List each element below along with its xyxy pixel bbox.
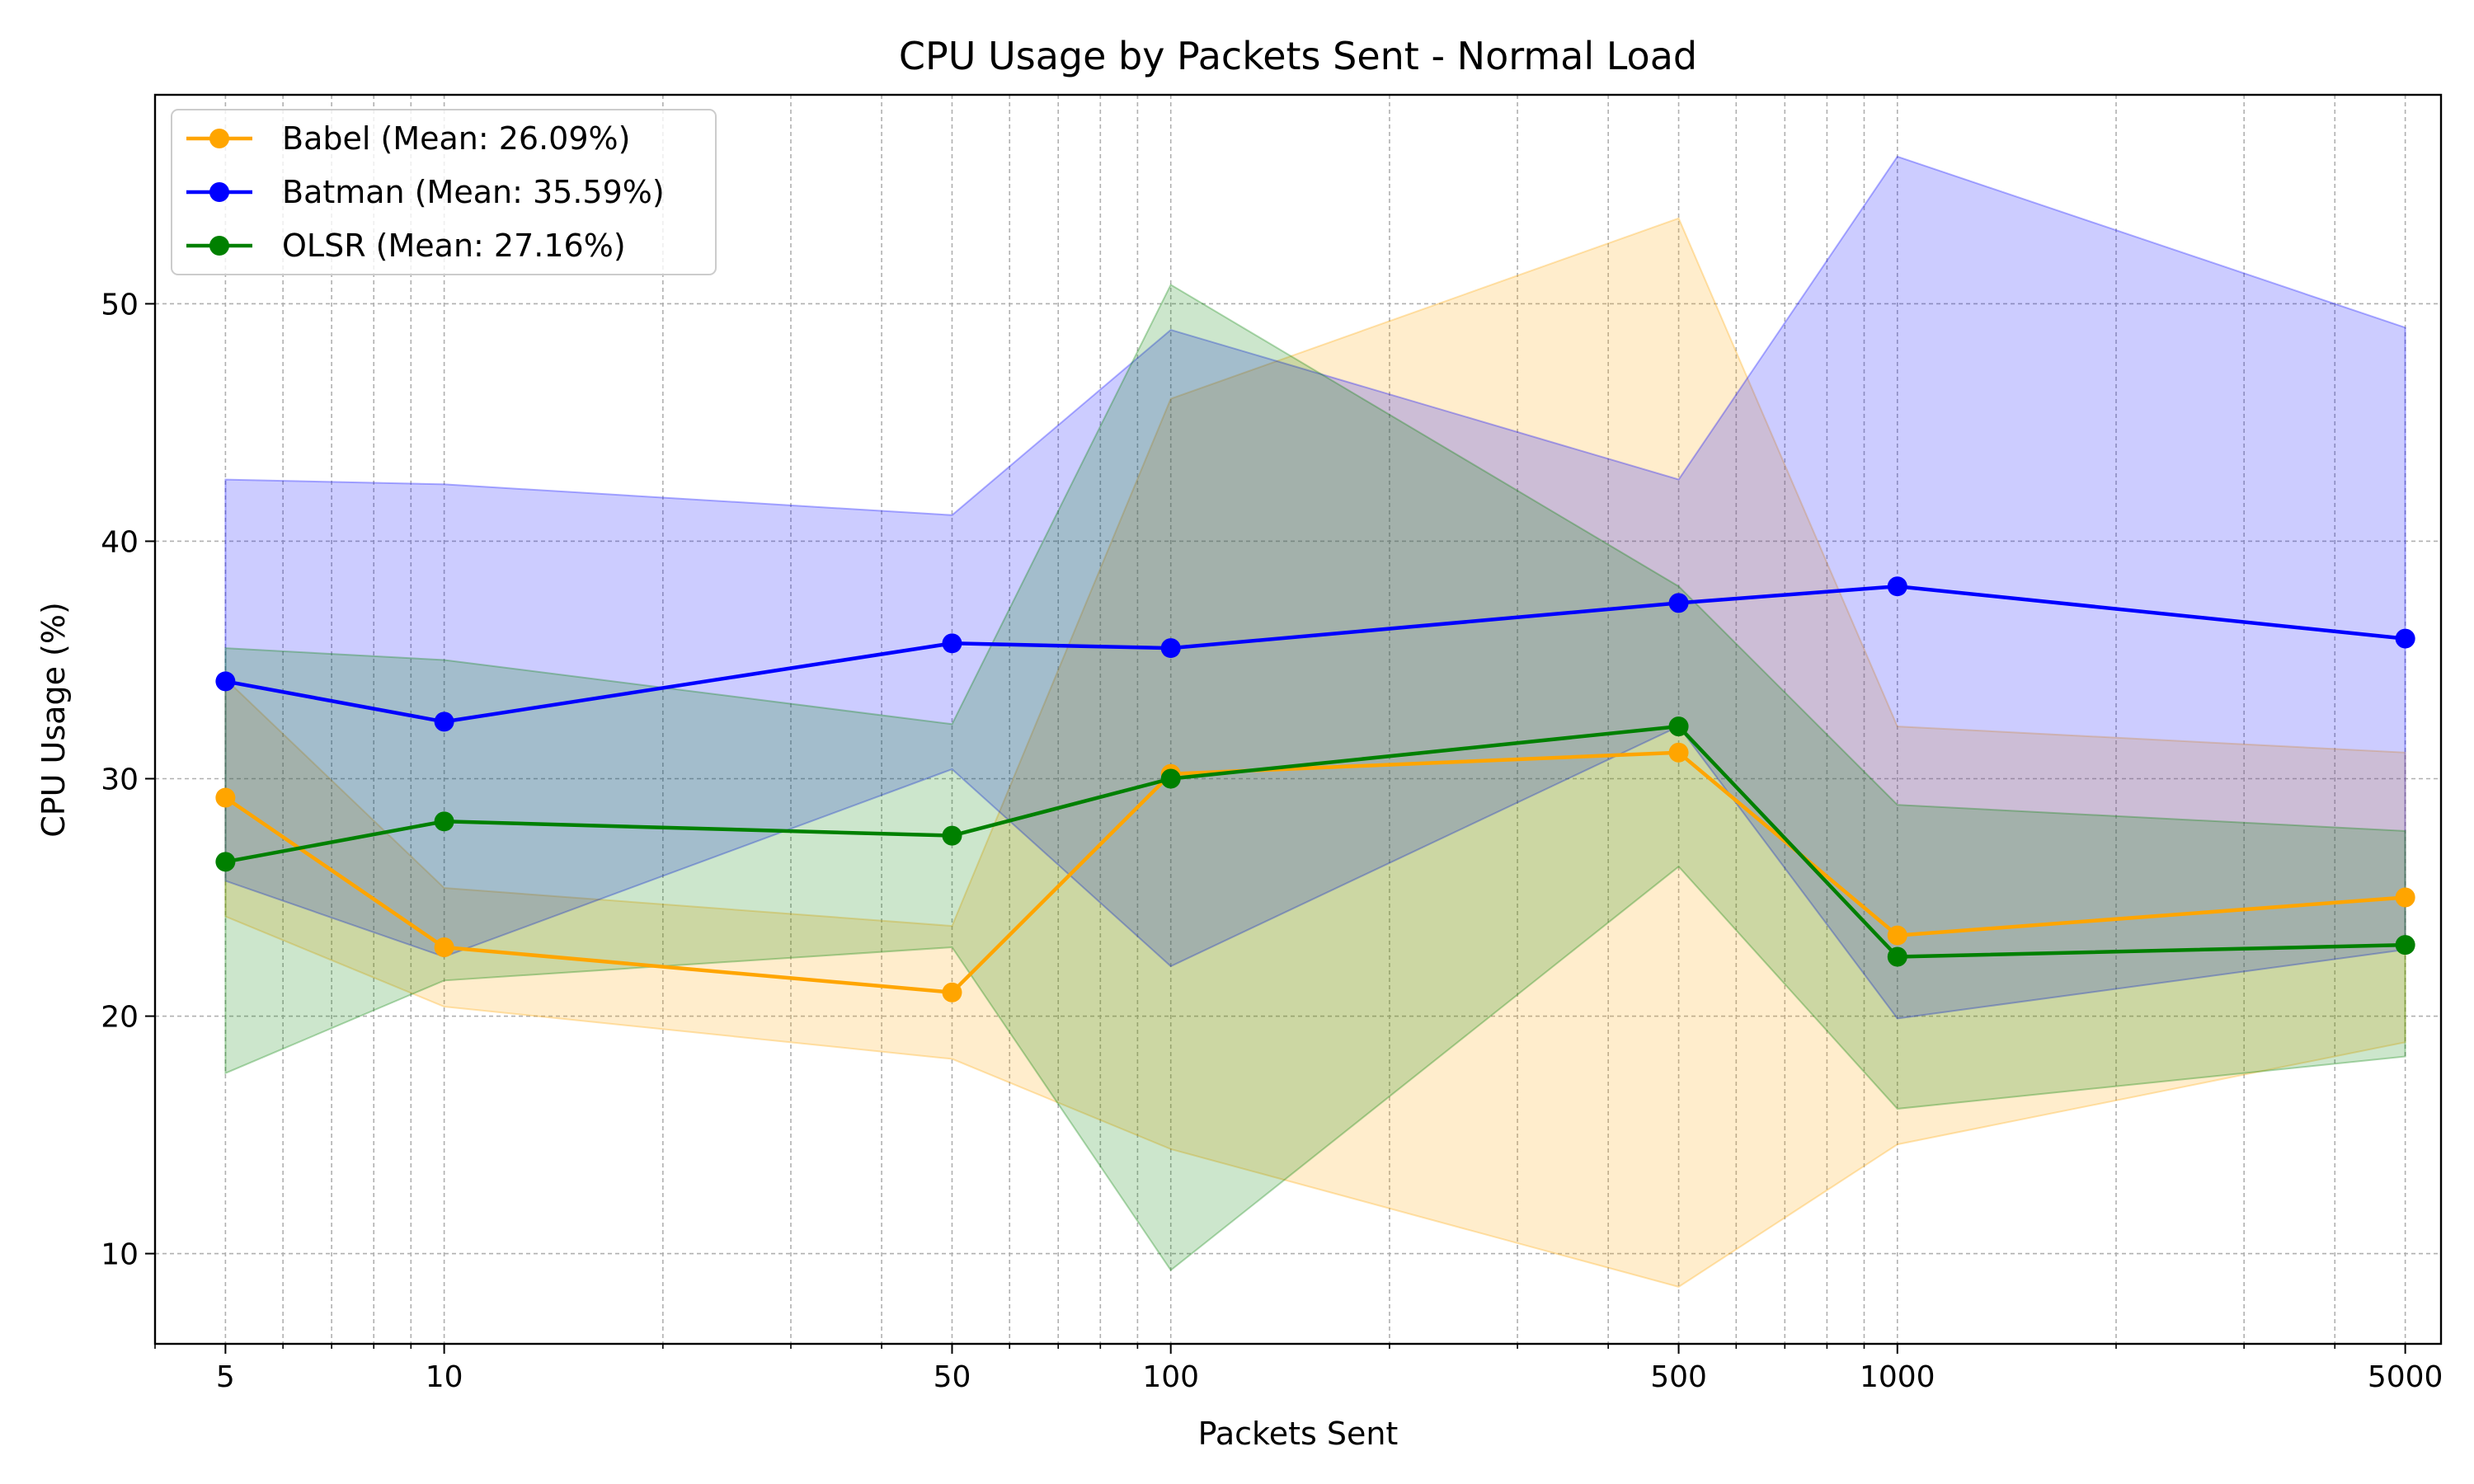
y-tick-label: 40 bbox=[101, 525, 139, 559]
y-tick-label: 30 bbox=[101, 763, 139, 797]
point-babel bbox=[434, 937, 454, 958]
point-babel bbox=[2395, 887, 2415, 908]
point-batman bbox=[215, 671, 236, 692]
legend-label-batman: Batman (Mean: 35.59%) bbox=[282, 174, 665, 210]
chart-title: CPU Usage by Packets Sent - Normal Load bbox=[899, 34, 1697, 78]
legend-marker-batman bbox=[209, 182, 229, 202]
series-lines bbox=[215, 576, 2415, 1003]
legend-label-babel: Babel (Mean: 26.09%) bbox=[282, 120, 630, 157]
x-axis-label: Packets Sent bbox=[1198, 1416, 1399, 1452]
x-tick-label: 10 bbox=[426, 1360, 463, 1394]
axis-ticks: 10 20 30 40 50 5 10 50 100 500 1000 5000 bbox=[101, 288, 2443, 1394]
legend: Babel (Mean: 26.09%) Batman (Mean: 35.59%… bbox=[171, 109, 717, 275]
legend-marker-babel bbox=[209, 129, 229, 148]
x-tick-label: 100 bbox=[1142, 1360, 1199, 1394]
point-babel bbox=[1668, 742, 1689, 763]
band-babel bbox=[224, 217, 2406, 1288]
point-batman bbox=[1160, 638, 1181, 659]
x-tick-label: 1000 bbox=[1860, 1360, 1935, 1394]
confidence-bands bbox=[224, 155, 2406, 1288]
point-batman bbox=[434, 711, 454, 732]
point-batman bbox=[2395, 628, 2415, 649]
point-batman bbox=[942, 633, 962, 654]
point-batman bbox=[1668, 593, 1689, 613]
point-babel bbox=[1887, 925, 1907, 946]
point-olsr bbox=[2395, 935, 2415, 956]
legend-label-olsr: OLSR (Mean: 27.16%) bbox=[282, 228, 626, 264]
legend-marker-olsr bbox=[209, 236, 229, 256]
legend-box bbox=[171, 109, 717, 275]
point-olsr bbox=[1160, 768, 1181, 789]
y-tick-label: 10 bbox=[101, 1238, 139, 1272]
y-tick-label: 20 bbox=[101, 1001, 139, 1035]
y-axis-label: CPU Usage (%) bbox=[35, 602, 72, 838]
x-tick-label: 50 bbox=[934, 1360, 971, 1394]
point-babel bbox=[215, 787, 236, 808]
grid bbox=[154, 95, 2441, 1344]
point-olsr bbox=[1668, 716, 1689, 737]
plot-frame bbox=[153, 93, 2443, 1345]
point-olsr bbox=[434, 811, 454, 832]
point-olsr bbox=[1887, 946, 1907, 967]
y-tick-label: 50 bbox=[101, 288, 139, 322]
x-tick-label: 500 bbox=[1650, 1360, 1707, 1394]
x-tick-label: 5 bbox=[216, 1360, 235, 1394]
point-babel bbox=[942, 982, 962, 1003]
point-olsr bbox=[215, 852, 236, 872]
point-olsr bbox=[942, 825, 962, 846]
band-olsr bbox=[224, 283, 2406, 1272]
point-batman bbox=[1887, 576, 1907, 597]
x-tick-label: 5000 bbox=[2368, 1360, 2443, 1394]
